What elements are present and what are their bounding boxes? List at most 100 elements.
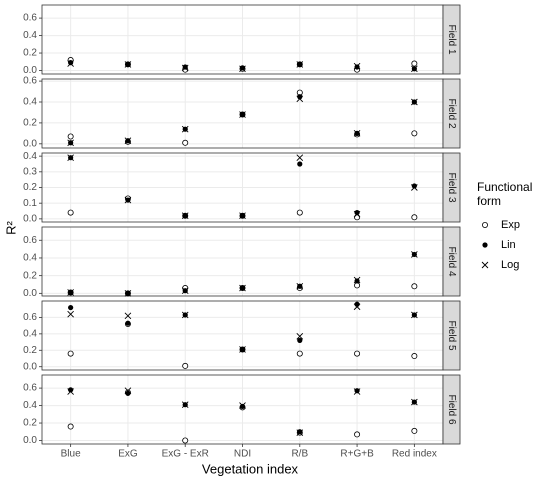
y-tick-label: 0.0: [23, 288, 37, 299]
point-exp: [411, 283, 418, 290]
point-exp: [411, 353, 418, 360]
point-exp: [411, 60, 418, 67]
y-tick-label: 0.2: [23, 118, 37, 129]
point-lin: [354, 278, 360, 284]
point-lin: [354, 209, 360, 216]
point-log: [239, 111, 246, 118]
point-log: [353, 62, 361, 70]
point-exp: [411, 427, 418, 434]
point-log: [353, 303, 361, 311]
point-log: [124, 137, 132, 145]
point-log: [181, 212, 189, 220]
point-log: [411, 311, 418, 319]
legend-label: Lin: [501, 239, 516, 251]
y-tick-label: 0.2: [23, 48, 37, 59]
point-log: [124, 196, 132, 204]
y-tick-label: 0.3: [23, 166, 37, 177]
point-log: [181, 125, 189, 133]
point-exp: [67, 209, 74, 216]
y-tick-label: 0.0: [23, 138, 37, 149]
point-log: [124, 290, 132, 297]
point-log: [124, 312, 132, 320]
point-exp: [411, 130, 418, 137]
strip: [442, 152, 461, 223]
point-lin: [297, 429, 303, 435]
legend-marker: [481, 221, 488, 228]
y-tick-label: 0.6: [23, 235, 37, 246]
x-tick-label: R/B: [291, 449, 308, 460]
point-log: [239, 65, 246, 73]
y-tick-label: 0.4: [23, 328, 37, 339]
strip: [442, 226, 461, 297]
strip: [442, 4, 461, 75]
strip-label: Field 4: [446, 246, 457, 276]
strip-label: Field 3: [446, 172, 457, 202]
point-log: [67, 154, 74, 162]
x-tick-label: NDI: [234, 449, 251, 460]
strip-label: Field 6: [446, 394, 457, 424]
point-exp: [182, 362, 189, 369]
point-lin: [68, 387, 74, 393]
y-tick-label: 0.0: [23, 361, 37, 372]
point-log: [181, 401, 189, 409]
strip: [442, 374, 461, 445]
point-log: [411, 251, 418, 258]
point-exp: [354, 282, 361, 289]
point-log: [353, 388, 361, 395]
y-tick-label: 0.6: [23, 312, 37, 323]
y-tick-label: 0.4: [23, 97, 37, 108]
y-tick-label: 0.2: [23, 345, 37, 356]
y-tick-label: 0.2: [23, 270, 37, 281]
legend-marker: [481, 261, 489, 269]
strip-label: Field 2: [446, 98, 457, 128]
y-tick-label: 0.2: [23, 418, 37, 429]
y-tick-label: 0.6: [23, 13, 37, 24]
y-tick-label: 0.0: [23, 435, 37, 446]
point-exp: [354, 350, 361, 357]
point-log: [181, 64, 189, 72]
x-axis-label: Vegetation index: [202, 461, 299, 476]
point-exp: [67, 133, 74, 140]
point-exp: [67, 423, 74, 430]
point-log: [411, 398, 418, 406]
point-log: [411, 98, 418, 106]
y-axis-label: R²: [3, 220, 18, 234]
point-log: [353, 210, 361, 218]
point-log: [411, 65, 418, 73]
point-log: [296, 95, 304, 103]
point-log: [124, 387, 132, 395]
y-tick-label: 0.4: [23, 30, 37, 41]
y-tick-label: 0.4: [23, 253, 37, 264]
point-log: [239, 212, 246, 220]
y-tick-label: 0.0: [23, 214, 37, 225]
y-tick-label: 0.6: [23, 76, 37, 87]
x-tick-label: Red index: [392, 449, 437, 460]
point-log: [67, 388, 74, 395]
legend-title: form: [477, 194, 501, 208]
point-lin: [297, 337, 303, 344]
y-tick-label: 0.4: [23, 151, 37, 162]
point-lin: [297, 161, 303, 167]
point-lin: [411, 183, 417, 189]
point-exp: [354, 431, 361, 438]
point-log: [296, 429, 304, 436]
x-tick-label: R+G+B: [340, 449, 374, 460]
point-log: [67, 289, 74, 296]
point-lin: [68, 60, 74, 66]
point-log: [296, 282, 304, 290]
point-lin: [125, 390, 131, 396]
point-log: [296, 154, 304, 162]
point-log: [296, 61, 304, 68]
point-log: [181, 287, 189, 295]
y-tick-label: 0.2: [23, 182, 37, 193]
point-log: [124, 61, 132, 68]
point-lin: [354, 301, 360, 307]
point-log: [353, 276, 361, 284]
point-lin: [239, 403, 246, 410]
point-lin: [68, 304, 74, 311]
point-exp: [296, 209, 303, 216]
y-tick-label: 0.4: [23, 400, 37, 411]
point-lin: [182, 64, 188, 70]
x-tick-label: Blue: [61, 449, 81, 460]
point-exp: [411, 214, 418, 221]
